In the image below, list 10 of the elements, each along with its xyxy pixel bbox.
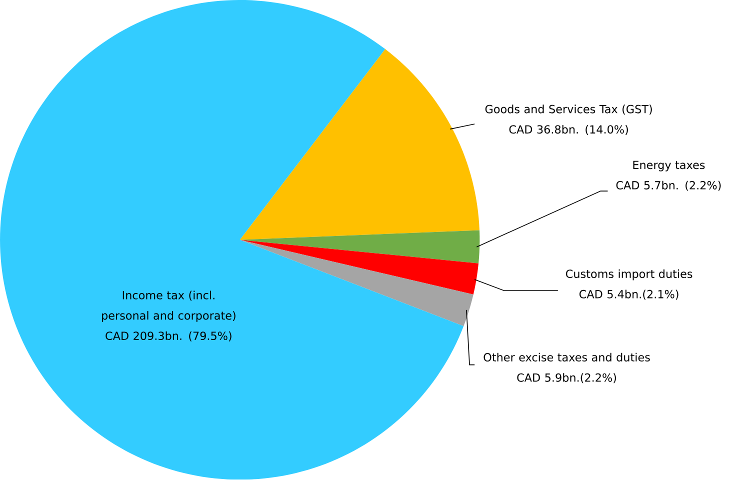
slice-label: Other excise taxes and duties: [484, 352, 650, 362]
data-label: CAD 209.3bn. (79.5%): [106, 332, 232, 342]
slice-label: Customs import duties: [566, 270, 692, 280]
data-label: CAD 5.4bn.(2.1%): [579, 290, 678, 300]
slice-label: Goods and Services Tax (GST): [485, 104, 652, 115]
slice-label: Energy taxes: [633, 161, 705, 172]
data-label: CAD 5.9bn.(2.2%): [517, 373, 616, 384]
data-label: CAD 5.7bn. (2.2%): [616, 180, 721, 191]
data-label: CAD 36.8bn. (14.0%): [509, 125, 628, 136]
slice-label: Income tax (incl. personal and corporate): [102, 290, 236, 322]
